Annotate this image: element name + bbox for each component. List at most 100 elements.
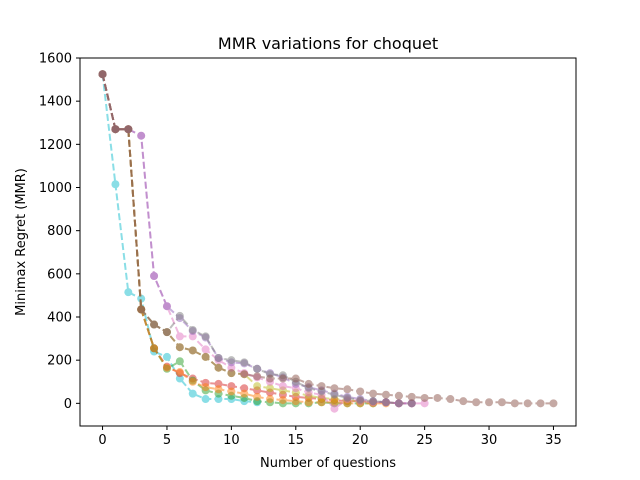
data-point — [227, 387, 236, 396]
data-point — [330, 398, 339, 407]
data-point — [111, 125, 120, 134]
data-point — [124, 288, 133, 297]
y-tick-label: 600 — [47, 267, 72, 282]
data-point — [369, 389, 378, 398]
data-point — [510, 399, 519, 408]
data-point — [201, 345, 210, 354]
data-point — [291, 397, 300, 406]
data-point — [188, 325, 197, 334]
data-point — [98, 70, 107, 79]
data-point — [304, 379, 313, 388]
data-point — [369, 397, 378, 406]
data-point — [278, 374, 287, 383]
data-point — [394, 399, 403, 408]
data-point — [330, 404, 339, 413]
data-point — [472, 398, 481, 407]
series-line — [101, 73, 386, 405]
data-point — [137, 131, 146, 140]
y-tick-label: 1400 — [39, 95, 72, 110]
data-point — [201, 383, 210, 392]
data-point — [394, 391, 403, 400]
data-point — [253, 382, 262, 391]
data-point — [175, 357, 184, 366]
data-point — [240, 389, 249, 398]
data-point — [278, 382, 287, 391]
y-tick-label: 800 — [47, 224, 72, 239]
data-point — [188, 377, 197, 386]
data-point — [459, 397, 468, 406]
data-point — [291, 374, 300, 383]
data-point — [201, 352, 210, 361]
data-point — [343, 385, 352, 394]
data-point — [137, 294, 146, 303]
data-point — [446, 395, 455, 404]
x-tick-label: 5 — [163, 433, 171, 448]
data-point — [150, 320, 159, 329]
data-point — [407, 392, 416, 401]
data-point — [266, 374, 275, 383]
data-point — [356, 387, 365, 396]
data-point — [162, 302, 171, 311]
y-tick-label: 0 — [64, 397, 72, 412]
data-point — [356, 396, 365, 405]
x-tick-label: 20 — [352, 433, 369, 448]
data-point — [111, 180, 120, 189]
data-point — [343, 393, 352, 402]
data-point — [201, 332, 210, 341]
data-point — [124, 125, 133, 134]
data-point — [253, 392, 262, 401]
data-point — [253, 364, 262, 373]
data-point — [188, 346, 197, 355]
data-point — [227, 356, 236, 365]
data-point — [162, 328, 171, 337]
data-point — [214, 354, 223, 363]
data-point — [162, 363, 171, 372]
data-point — [278, 396, 287, 405]
data-point — [330, 384, 339, 393]
data-point — [175, 343, 184, 352]
x-tick-label: 30 — [481, 433, 498, 448]
data-point — [201, 395, 210, 404]
data-point — [407, 399, 416, 408]
x-tick-label: 0 — [98, 433, 106, 448]
data-point — [175, 368, 184, 377]
y-tick-label: 1600 — [39, 52, 72, 67]
data-point — [240, 358, 249, 367]
data-point — [420, 393, 429, 402]
y-tick-label: 1000 — [39, 181, 72, 196]
data-point — [317, 398, 326, 407]
y-axis-title: Minimax Regret (MMR) — [14, 168, 29, 316]
x-axis-title: Number of questions — [260, 456, 396, 471]
x-tick-label: 35 — [545, 433, 562, 448]
data-point — [227, 369, 236, 378]
data-point — [523, 399, 532, 408]
x-tick-label: 10 — [223, 433, 240, 448]
data-point — [137, 305, 146, 314]
series-8 — [98, 70, 558, 408]
data-point — [381, 390, 390, 399]
y-tick-label: 400 — [47, 311, 72, 326]
ticks-layer: 0 5 10 15 20 25 30 35 0 200 400 600 800 1000 1200 1400 1… — [39, 52, 562, 449]
data-point — [188, 389, 197, 398]
data-point — [304, 398, 313, 407]
data-point — [240, 370, 249, 379]
data-point — [175, 332, 184, 341]
data-point — [150, 344, 159, 353]
data-point — [266, 384, 275, 393]
y-tick-label: 1200 — [39, 138, 72, 153]
series-layer — [98, 70, 558, 413]
data-point — [433, 393, 442, 402]
data-point — [150, 271, 159, 280]
data-point — [214, 363, 223, 372]
y-tick-label: 200 — [47, 354, 72, 369]
data-point — [549, 399, 558, 408]
data-point — [485, 398, 494, 407]
data-point — [162, 352, 171, 361]
data-point — [214, 385, 223, 394]
data-point — [253, 372, 262, 381]
data-point — [497, 398, 506, 407]
plot-frame — [79, 57, 577, 427]
data-point — [317, 382, 326, 391]
data-point — [381, 398, 390, 407]
